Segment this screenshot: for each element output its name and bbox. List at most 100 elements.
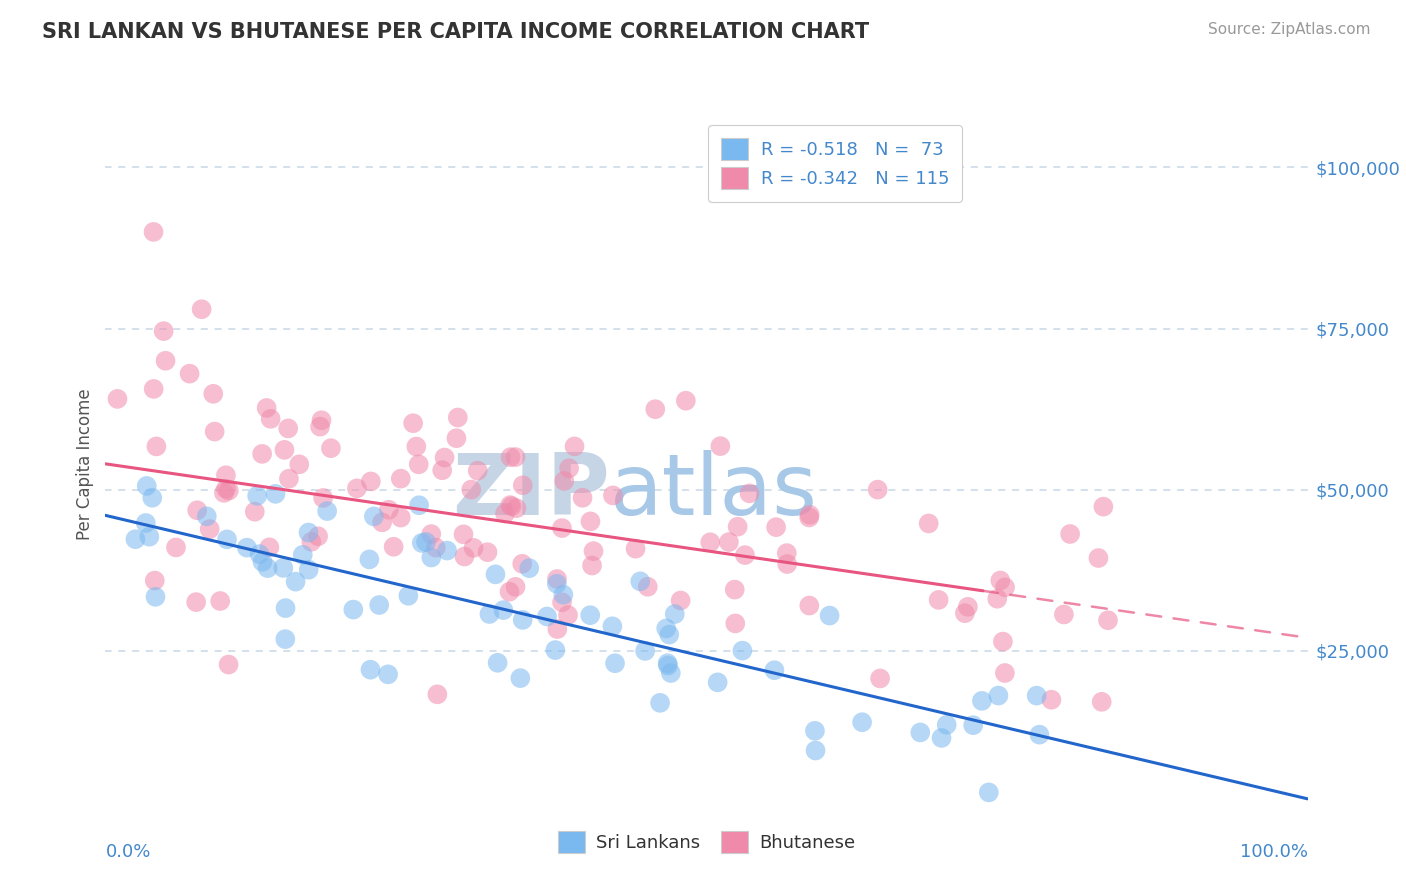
- Point: [962, 718, 984, 732]
- Point: [252, 555, 274, 569]
- Point: [277, 421, 299, 435]
- Point: [297, 525, 319, 540]
- Text: ZIP: ZIP: [453, 450, 610, 533]
- Point: [179, 367, 201, 381]
- Point: [389, 472, 412, 486]
- Point: [1087, 551, 1109, 566]
- Point: [215, 482, 238, 496]
- Point: [145, 439, 167, 453]
- Point: [218, 483, 240, 498]
- Point: [446, 431, 468, 445]
- Point: [378, 502, 401, 516]
- Point: [658, 627, 681, 641]
- Point: [256, 401, 278, 415]
- Point: [928, 593, 950, 607]
- Point: [724, 582, 747, 597]
- Point: [546, 572, 568, 586]
- Point: [494, 507, 516, 521]
- Point: [699, 535, 721, 549]
- Point: [498, 584, 520, 599]
- Point: [546, 576, 568, 591]
- Point: [277, 472, 299, 486]
- Point: [492, 603, 515, 617]
- Point: [152, 324, 174, 338]
- Point: [142, 382, 165, 396]
- Point: [675, 393, 697, 408]
- Point: [731, 643, 754, 657]
- Point: [512, 613, 534, 627]
- Point: [657, 657, 679, 671]
- Point: [215, 533, 238, 547]
- Point: [706, 675, 728, 690]
- Point: [851, 715, 873, 730]
- Point: [204, 425, 226, 439]
- Point: [186, 503, 208, 517]
- Point: [509, 671, 531, 685]
- Point: [291, 548, 314, 562]
- Point: [274, 601, 297, 615]
- Point: [986, 591, 1008, 606]
- Point: [579, 515, 602, 529]
- Point: [259, 412, 281, 426]
- Point: [956, 599, 979, 614]
- Point: [501, 500, 523, 514]
- Point: [582, 544, 605, 558]
- Point: [316, 504, 339, 518]
- Point: [360, 475, 382, 489]
- Point: [138, 530, 160, 544]
- Point: [505, 450, 527, 464]
- Point: [931, 731, 953, 745]
- Point: [243, 505, 266, 519]
- Point: [215, 468, 238, 483]
- Point: [396, 589, 419, 603]
- Point: [368, 598, 391, 612]
- Point: [284, 574, 307, 589]
- Point: [1028, 728, 1050, 742]
- Point: [142, 225, 165, 239]
- Point: [415, 535, 437, 549]
- Point: [1092, 500, 1115, 514]
- Point: [426, 687, 449, 701]
- Point: [135, 479, 157, 493]
- Point: [866, 483, 889, 497]
- Point: [987, 689, 1010, 703]
- Point: [190, 302, 212, 317]
- Point: [453, 549, 475, 564]
- Point: [637, 580, 659, 594]
- Point: [124, 533, 146, 547]
- Point: [953, 606, 976, 620]
- Point: [264, 487, 287, 501]
- Text: Source: ZipAtlas.com: Source: ZipAtlas.com: [1208, 22, 1371, 37]
- Point: [655, 622, 678, 636]
- Point: [553, 474, 575, 488]
- Point: [564, 439, 586, 453]
- Point: [467, 464, 489, 478]
- Point: [405, 440, 427, 454]
- Point: [910, 725, 932, 739]
- Point: [1097, 613, 1119, 627]
- Point: [377, 667, 399, 681]
- Point: [478, 607, 501, 621]
- Point: [460, 483, 482, 497]
- Text: 100.0%: 100.0%: [1240, 843, 1308, 861]
- Point: [432, 463, 454, 477]
- Point: [209, 594, 232, 608]
- Point: [249, 547, 271, 561]
- Point: [624, 541, 647, 556]
- Point: [307, 529, 329, 543]
- Point: [717, 535, 740, 549]
- Point: [107, 392, 129, 406]
- Point: [602, 619, 624, 633]
- Point: [799, 510, 821, 524]
- Point: [359, 552, 381, 566]
- Point: [544, 643, 567, 657]
- Point: [551, 521, 574, 535]
- Point: [420, 550, 443, 565]
- Point: [994, 665, 1017, 680]
- Point: [804, 723, 827, 738]
- Point: [433, 450, 456, 465]
- Point: [486, 656, 509, 670]
- Point: [869, 672, 891, 686]
- Point: [517, 561, 540, 575]
- Point: [145, 590, 167, 604]
